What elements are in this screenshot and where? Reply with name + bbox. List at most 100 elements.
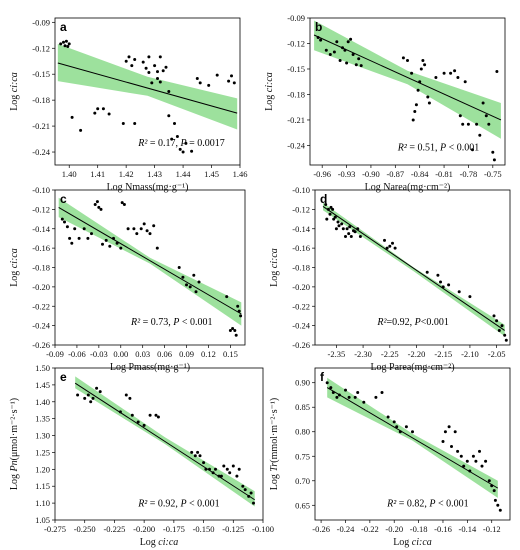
- data-point: [249, 491, 253, 495]
- data-point: [465, 459, 469, 463]
- data-point: [108, 244, 112, 248]
- data-point: [341, 227, 345, 231]
- x-tick-label: 1.46: [233, 169, 248, 179]
- data-point: [450, 445, 453, 448]
- data-point: [410, 71, 414, 75]
- y-tick-label: -0.18: [292, 263, 310, 273]
- x-tick-label: -0.150: [193, 524, 215, 534]
- data-point: [458, 114, 462, 118]
- y-tick-label: -0.21: [32, 121, 50, 131]
- data-point: [156, 415, 160, 419]
- data-point: [328, 212, 332, 216]
- x-tick-label: -2.30: [354, 349, 372, 359]
- y-tick-label: -0.16: [32, 243, 50, 253]
- data-point: [328, 53, 332, 56]
- y-tick-label: -0.18: [287, 89, 305, 99]
- data-point: [225, 295, 229, 299]
- data-point: [337, 393, 341, 397]
- y-axis-label: Log ci:ca: [264, 72, 275, 111]
- data-point: [63, 220, 66, 224]
- data-point: [427, 101, 431, 105]
- x-tick-label: -0.200: [133, 524, 155, 534]
- y-axis-label: Log Pn(μmol·m⁻²·s⁻¹): [9, 398, 20, 490]
- data-point: [461, 122, 465, 126]
- y-tick-label: -0.18: [32, 95, 50, 105]
- y-tick-label: -0.15: [287, 64, 305, 74]
- x-tick-label: -0.90: [362, 169, 380, 179]
- x-tick-label: 1.41: [90, 169, 105, 179]
- y-tick-label: -0.12: [287, 38, 305, 48]
- y-axis-label: Log ci:ca: [9, 72, 20, 111]
- y-tick-label: 1.25: [35, 447, 50, 457]
- data-point: [126, 227, 130, 231]
- data-point: [152, 224, 156, 228]
- data-point: [466, 122, 470, 126]
- y-tick-label: -0.24: [32, 147, 50, 157]
- data-point: [475, 122, 479, 126]
- data-point: [362, 400, 366, 404]
- data-point: [104, 238, 108, 242]
- data-point: [335, 395, 339, 399]
- plot-frame: [54, 17, 241, 166]
- x-tick-label: -0.100: [252, 524, 274, 534]
- data-point: [345, 227, 349, 231]
- data-point: [195, 77, 199, 80]
- x-tick-label: -2.05: [488, 349, 506, 359]
- data-point: [348, 225, 352, 229]
- x-tick-label: 1.42: [119, 169, 134, 179]
- x-tick-label: 0.15: [223, 349, 238, 359]
- data-point: [153, 64, 157, 68]
- data-point: [115, 241, 119, 245]
- data-point: [232, 81, 236, 85]
- x-tick-label: -0.20: [385, 524, 403, 534]
- y-axis-label: Log ci:ca: [9, 248, 20, 287]
- x-tick-label: 1.45: [204, 169, 219, 179]
- data-point: [346, 40, 350, 44]
- x-tick-label: -0.84: [411, 169, 429, 179]
- data-point: [349, 235, 353, 238]
- data-point: [487, 479, 491, 483]
- data-point: [496, 503, 500, 507]
- data-point: [347, 395, 351, 399]
- data-point: [142, 423, 146, 427]
- data-point: [325, 217, 329, 221]
- data-point: [425, 270, 429, 274]
- data-point: [392, 420, 396, 424]
- y-tick-label: -0.09: [287, 13, 305, 23]
- data-point: [406, 59, 409, 62]
- y-tick-label: -0.26: [292, 340, 310, 350]
- data-point: [331, 207, 335, 211]
- data-point: [188, 285, 192, 289]
- x-tick-label: -2.15: [434, 349, 452, 359]
- data-point: [347, 232, 351, 236]
- x-tick-label: 0.03: [135, 349, 150, 359]
- regression-line: [58, 207, 242, 315]
- data-point: [243, 488, 247, 492]
- data-point: [119, 246, 123, 250]
- data-point: [471, 454, 475, 458]
- data-point: [181, 275, 185, 279]
- data-point: [493, 498, 497, 502]
- y-tick-label: -0.14: [32, 224, 50, 234]
- data-point: [107, 112, 111, 116]
- data-point: [459, 454, 463, 458]
- data-point: [426, 95, 430, 99]
- data-point: [404, 425, 408, 429]
- data-point: [383, 238, 386, 242]
- data-point: [217, 474, 221, 478]
- x-axis-label: Log Nmass(mg·g⁻¹): [107, 182, 189, 193]
- data-point: [359, 64, 363, 68]
- panel-letter: a: [60, 20, 67, 34]
- y-tick-label: -0.20: [32, 282, 50, 292]
- data-point: [503, 333, 507, 337]
- data-point: [441, 440, 445, 443]
- data-point: [167, 90, 171, 93]
- data-point: [133, 58, 137, 61]
- data-point: [492, 314, 496, 318]
- y-tick-label: -0.22: [292, 301, 310, 311]
- panel-b: -0.96 -0.93 -0.90 -0.87 -0.84 -0.81 -0.78 -0.75…: [264, 13, 506, 193]
- regression-line: [326, 387, 499, 489]
- data-point: [386, 415, 390, 419]
- data-point: [70, 241, 74, 245]
- x-tick-label: -0.09: [46, 349, 64, 359]
